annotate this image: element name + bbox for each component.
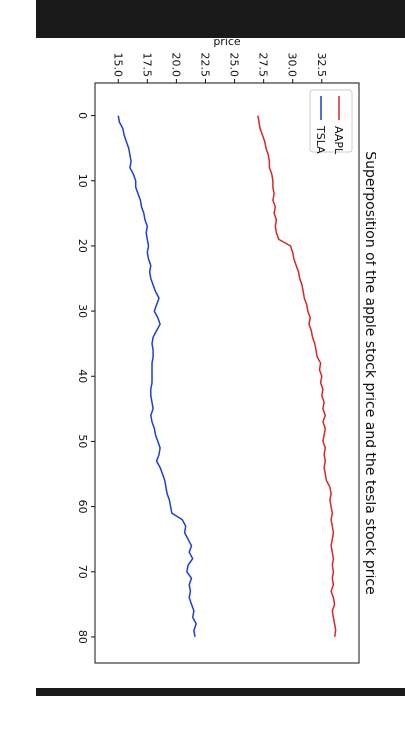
y-tick-label: 32.5: [315, 53, 328, 78]
x-tick-label: 50: [76, 434, 89, 448]
dark-frame-top: [36, 0, 405, 38]
x-tick-label: 70: [76, 565, 89, 579]
y-tick-label: 22.5: [198, 53, 211, 78]
x-tick-label: 80: [76, 630, 89, 644]
series-line-tsla: [117, 115, 197, 638]
y-tick-label: 17.5: [140, 53, 153, 78]
x-tick-label: 30: [76, 304, 89, 318]
y-tick-label: 15.0: [111, 53, 124, 78]
y-tick-label: 27.5: [257, 53, 270, 78]
x-tick-label: 10: [76, 174, 89, 188]
legend: AAPL TSLA: [309, 89, 353, 155]
x-tick-label: 60: [76, 500, 89, 514]
x-tick-label: 40: [76, 369, 89, 383]
legend-label-tsla: TSLA: [314, 125, 327, 154]
series-line-aapl: [257, 115, 337, 638]
legend-label-aapl: AAPL: [332, 126, 345, 155]
line-chart: 0 10 20 30 40 50 60 70 80 15.0 17.5 20.0 22.5 25.0 27…: [76, 38, 376, 664]
x-tick-label: 0: [76, 112, 89, 119]
chart-title: Superposition of the apple stock price a…: [362, 151, 376, 594]
y-tick-label: 20.0: [169, 53, 182, 78]
y-tick-label: 25.0: [228, 53, 241, 78]
dark-frame-bottom: [36, 688, 405, 696]
plot-frame: [94, 82, 360, 664]
y-tick-label: 30.0: [286, 53, 299, 78]
y-axis-label: price: [213, 38, 241, 48]
x-tick-label: 20: [76, 239, 89, 253]
